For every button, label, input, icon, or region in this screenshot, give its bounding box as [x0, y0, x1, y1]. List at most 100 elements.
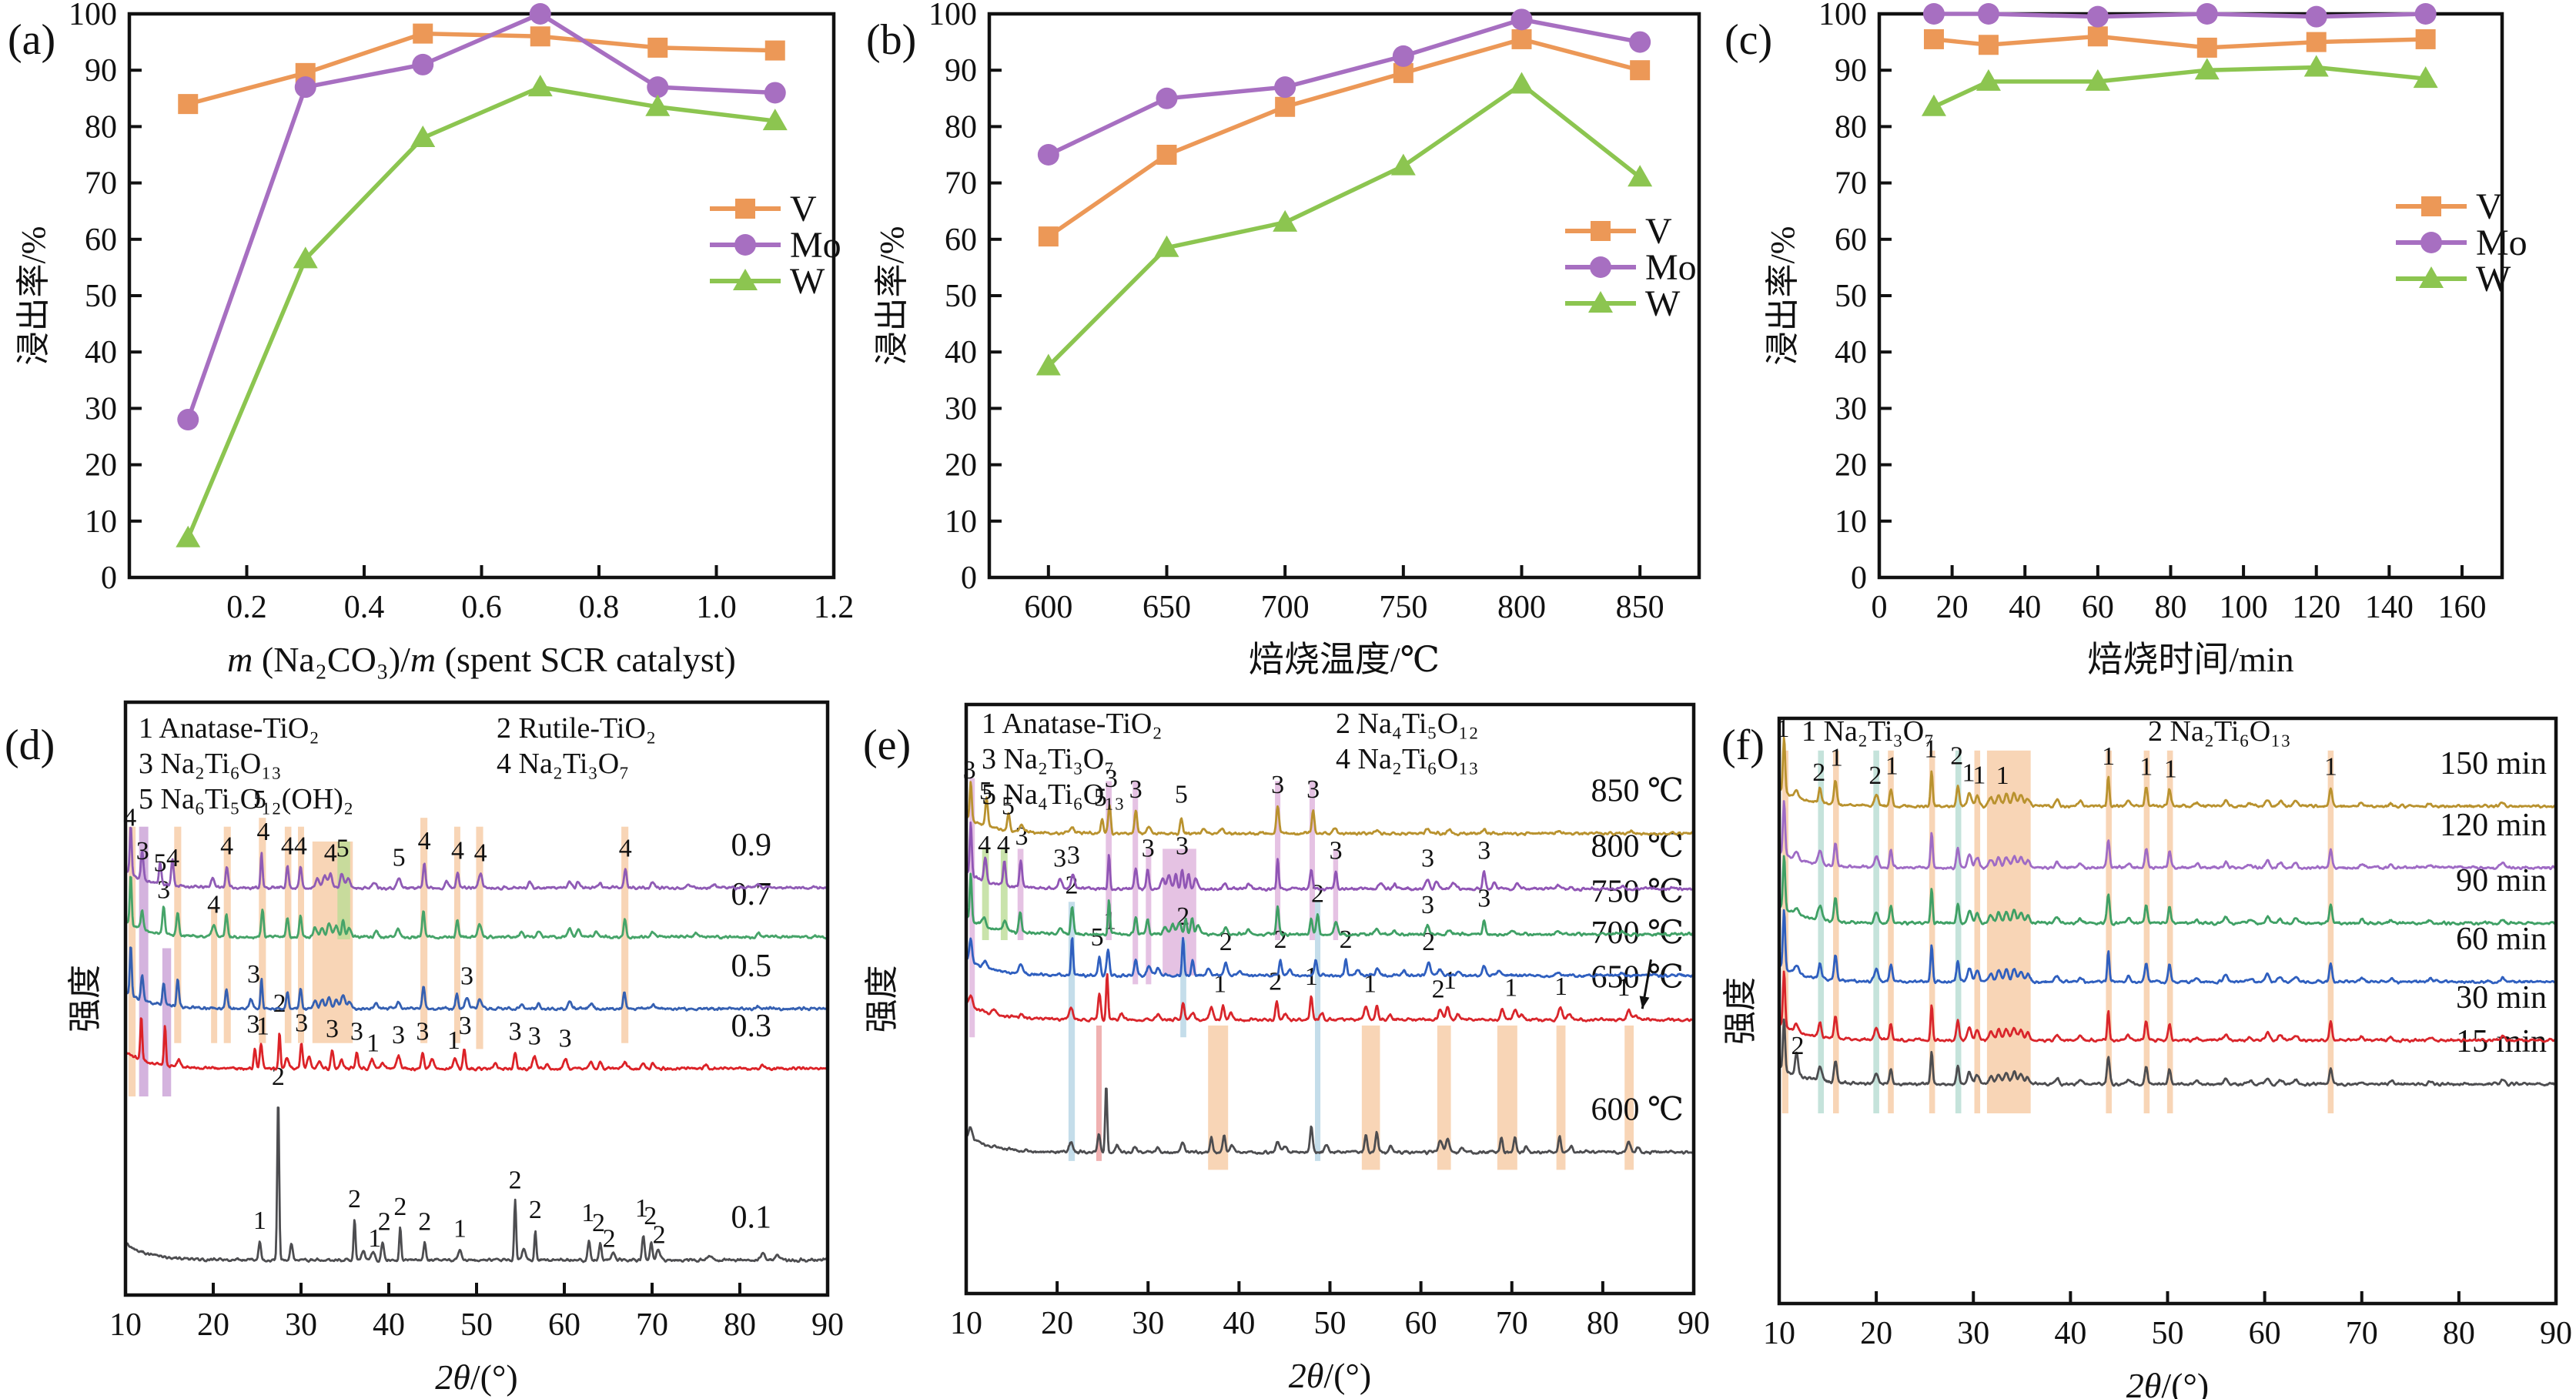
peak-label: 1: [2164, 755, 2177, 784]
series-V-marker: [530, 26, 550, 47]
peak-label: 1: [1618, 973, 1631, 1002]
y-tick-label: 60: [85, 223, 117, 258]
plot-border: [987, 12, 1701, 580]
series-W-marker: [2303, 55, 2329, 77]
y-tick-label: 30: [945, 391, 977, 427]
peak-label: 5: [1002, 792, 1015, 821]
series-W-marker: [1921, 94, 1946, 116]
y-tick-label: 30: [85, 391, 117, 427]
x-tick-label: 650: [1142, 590, 1191, 625]
peak-label: 2: [418, 1207, 431, 1236]
peak-label: 1: [453, 1215, 467, 1243]
highlight-band-orange: [453, 826, 460, 1043]
y-tick-label: 0: [101, 561, 117, 596]
series-V-line: [187, 31, 775, 106]
y-tick-label: 50: [1835, 279, 1867, 314]
x-tick-label: 700: [1261, 590, 1310, 625]
highlight-band-orange: [2166, 750, 2173, 1113]
series-W-line: [1046, 82, 1641, 368]
peak-label: 2: [378, 1207, 391, 1236]
highlight-band-orange: [259, 818, 266, 1043]
peak-label: 5: [1094, 784, 1107, 812]
y-tick-label: 10: [945, 504, 977, 540]
highlight-band-orange: [174, 826, 182, 1043]
x-tick-label: 50: [1314, 1306, 1347, 1341]
x-tick-label: 800: [1497, 590, 1546, 625]
series-V-marker: [2306, 32, 2327, 52]
x-tick-label: 70: [636, 1307, 668, 1343]
phase-legend-item: 3 Na₂Ti₃O₇: [982, 743, 1114, 775]
x-tick-label: 140: [2365, 590, 2414, 625]
x-axis-label: m (Na₂CO₃)/m (spent SCR catalyst): [227, 640, 736, 679]
highlight-band-orange: [1929, 750, 1935, 1113]
series-W-marker: [410, 126, 436, 148]
xrd-trace-0.9: [125, 826, 829, 891]
series-Mo-marker: [294, 76, 316, 99]
series-V-marker: [2087, 26, 2108, 47]
peak-label: 1: [1363, 969, 1377, 998]
series-Mo-marker: [177, 409, 199, 431]
peak-label: 3: [326, 1015, 339, 1043]
x-tick-label: 90: [2540, 1316, 2572, 1351]
peak-label: 3: [246, 1010, 259, 1039]
phase-legend-item: 1 Na₂Ti₃O₇: [1802, 715, 1934, 748]
xrd-trace-0.5: [125, 946, 828, 1012]
peak-label: 2: [653, 1221, 666, 1250]
series-V-marker: [1275, 96, 1296, 117]
trace-label: 0.5: [731, 949, 772, 984]
legend-W-label: W: [1645, 283, 1681, 324]
y-tick-label: 90: [85, 53, 117, 89]
peak-label: 4: [256, 818, 269, 846]
xrd-trace-150 min: [1778, 736, 2557, 809]
peak-label: 2: [273, 989, 286, 1018]
highlight-band-teal: [1818, 750, 1825, 1113]
panel-letter: (c): [1725, 16, 1772, 64]
peak-label: 2: [1340, 925, 1353, 954]
trace-label: 60 min: [2456, 922, 2547, 957]
panel-letter: (b): [866, 16, 916, 64]
panel-letter: (e): [863, 721, 911, 769]
series-V-line: [1047, 37, 1641, 239]
highlight-band-pink: [1163, 848, 1196, 976]
phase-legend-item: 4 Na₂Ti₃O₇: [497, 748, 629, 780]
peak-label: 3: [459, 1012, 472, 1040]
series-V-marker: [1630, 60, 1651, 81]
peak-label: 2: [603, 1224, 616, 1253]
trace-label: 850 ℃: [1591, 774, 1684, 809]
legend-Mo-marker: [1590, 256, 1611, 278]
peak-label: 1: [1972, 761, 1986, 789]
series-V-marker: [2196, 37, 2217, 58]
series-Mo-marker: [1510, 8, 1533, 31]
y-tick-label: 40: [945, 335, 977, 370]
highlight-band-teal: [1955, 750, 1962, 1113]
peak-label: 5: [253, 785, 266, 814]
y-tick-label: 60: [1835, 223, 1867, 258]
peak-label: 1: [2139, 753, 2153, 781]
panel-a-leaching-vs-ratio-chart: 0.2 0.4 0.6 0.8 1.0 1.2 0 10 20 30 40 50 60 70 80 90 100…: [8, 0, 854, 679]
series-W-line: [1932, 65, 2426, 109]
series-W-marker: [2413, 66, 2438, 89]
panel-letter: (a): [8, 16, 55, 64]
highlight-band-red: [1096, 1025, 1102, 1161]
trace-label: 0.9: [731, 828, 772, 863]
series-Mo-marker: [2414, 3, 2437, 25]
x-tick-label: 0.2: [226, 590, 267, 625]
peak-label: 3: [1306, 775, 1320, 804]
y-tick-label: 60: [945, 223, 977, 258]
y-tick-label: 30: [1835, 391, 1867, 427]
highlight-band-orange: [298, 826, 304, 1043]
x-tick-label: 50: [2152, 1316, 2184, 1351]
peak-label: 2: [348, 1185, 361, 1213]
peak-label: 5: [1091, 923, 1104, 952]
y-tick-label: 80: [85, 109, 117, 145]
x-axis-label: 焙烧温度/℃: [1249, 640, 1440, 679]
peak-label: 3: [1271, 771, 1284, 799]
peak-label: 4: [281, 832, 294, 860]
y-tick-label: 70: [1835, 166, 1867, 202]
peak-label: 3: [460, 962, 473, 991]
xrd-trace-15 min: [1778, 1018, 2557, 1087]
peak-label: 4: [294, 832, 307, 860]
peak-label: 2: [1812, 758, 1825, 787]
series-W-marker: [2085, 69, 2110, 91]
